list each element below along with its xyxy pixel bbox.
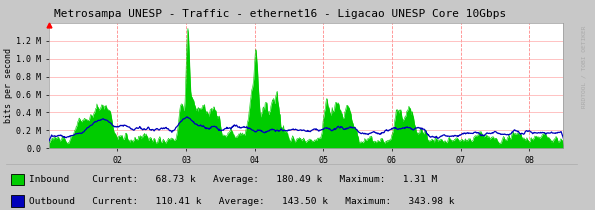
Text: RRDTOOL / TOBI OETIKER: RRDTOOL / TOBI OETIKER xyxy=(582,26,587,108)
Text: Metrosampa UNESP - Traffic - ethernet16 - Ligacao UNESP Core 10Gbps: Metrosampa UNESP - Traffic - ethernet16 … xyxy=(54,9,506,20)
Text: Inbound    Current:   68.73 k   Average:   180.49 k   Maximum:   1.31 M: Inbound Current: 68.73 k Average: 180.49… xyxy=(29,175,437,184)
Text: Outbound   Current:   110.41 k   Average:   143.50 k   Maximum:   343.98 k: Outbound Current: 110.41 k Average: 143.… xyxy=(29,197,454,206)
Y-axis label: bits per second: bits per second xyxy=(4,48,13,123)
